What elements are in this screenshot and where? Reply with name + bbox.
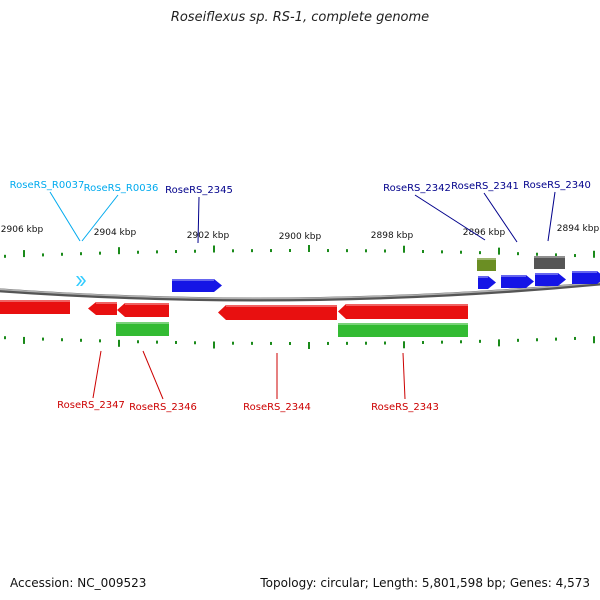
accession-text: Accession: NC_009523	[10, 576, 147, 590]
top-gene-label: RoseRS_R0036	[84, 183, 159, 194]
scale-label: 2904 kbp	[94, 228, 137, 238]
gene-RoseRS_2343[interactable]	[338, 304, 468, 319]
gene-RoseRS_2341[interactable]	[501, 275, 534, 288]
top-gene-label: RoseRS_2340	[523, 180, 591, 191]
gene-RoseRS_2343-green-shine	[338, 323, 468, 325]
gene-RoseRS_2343-shine	[346, 304, 468, 306]
rna-feature-R0036[interactable]	[80, 276, 86, 286]
gene-RoseRS_2347-shine	[96, 302, 117, 304]
gene-RoseRS_2342-cds[interactable]	[478, 276, 496, 289]
gene-RoseRS_2340-feature-shine	[534, 256, 565, 258]
top-gene-label: RoseRS_2341	[451, 181, 519, 192]
gene-RoseRS_2345-shine	[172, 279, 214, 281]
bottom-gene-label: RoseRS_2344	[243, 402, 311, 413]
scale-label: 2898 kbp	[371, 231, 414, 241]
scale-label: 2906 kbp	[1, 225, 44, 235]
gene-RoseRS_2340[interactable]	[535, 273, 566, 286]
genome-backbone-highlight	[0, 281, 600, 300]
gene-RoseRS_2343-green[interactable]	[338, 323, 468, 337]
bottom-gene-label: RoseRS_2346	[129, 402, 197, 413]
scale-label: 2894 kbp	[557, 224, 600, 234]
scale-label: 2900 kbp	[279, 232, 322, 242]
top-label-leader	[483, 192, 518, 243]
bottom-label-leader	[142, 350, 164, 400]
top-label-leader	[49, 191, 81, 242]
bottom-label-leader	[92, 350, 102, 399]
gene-RoseRS_2340-feature[interactable]	[534, 256, 565, 269]
gene-RoseRS_2346-green-shine	[116, 322, 169, 324]
bottom-label-leader	[402, 352, 406, 400]
top-label-leader	[547, 191, 556, 242]
bottom-gene-label: RoseRS_2347	[57, 400, 125, 411]
gene-RoseRS_2342-shine	[477, 258, 496, 260]
gene-RoseRS_2342-cds-shine	[478, 276, 488, 278]
gene-RoseRS_2347[interactable]	[88, 302, 117, 315]
gene-next-forward-shine	[572, 271, 597, 273]
gene-RoseRS_2340-shine	[535, 273, 558, 275]
scale-label: 2896 kbp	[463, 228, 506, 238]
top-label-leader	[414, 194, 486, 241]
gene-RoseRS_2344-shine	[226, 305, 337, 307]
top-gene-label: RoseRS_2342	[383, 183, 451, 194]
gene-RoseRS_2342[interactable]	[477, 258, 496, 271]
genome-summary: Topology: circular; Length: 5,801,598 bp…	[260, 576, 590, 590]
top-label-leader	[197, 196, 200, 244]
gene-RoseRS_2348-shine	[0, 300, 70, 302]
genome-backbone	[0, 281, 600, 302]
top-gene-label: RoseRS_R0037	[10, 180, 85, 191]
gene-RoseRS_2346[interactable]	[117, 303, 169, 317]
gene-next-forward[interactable]	[572, 271, 600, 284]
gene-RoseRS_2346-shine	[125, 303, 169, 305]
gene-RoseRS_2341-shine	[501, 275, 526, 277]
bottom-gene-label: RoseRS_2343	[371, 402, 439, 413]
gene-RoseRS_2348[interactable]	[0, 300, 70, 314]
top-gene-label: RoseRS_2345	[165, 185, 233, 196]
gene-RoseRS_2344[interactable]	[218, 305, 337, 320]
gene-RoseRS_2346-green[interactable]	[116, 322, 169, 336]
scale-label: 2902 kbp	[187, 231, 230, 241]
gene-RoseRS_2345[interactable]	[172, 279, 222, 292]
rna-feature-R0037[interactable]	[76, 276, 82, 286]
genome-title: Roseiflexus sp. RS-1, complete genome	[170, 10, 430, 25]
top-label-leader	[81, 194, 119, 242]
